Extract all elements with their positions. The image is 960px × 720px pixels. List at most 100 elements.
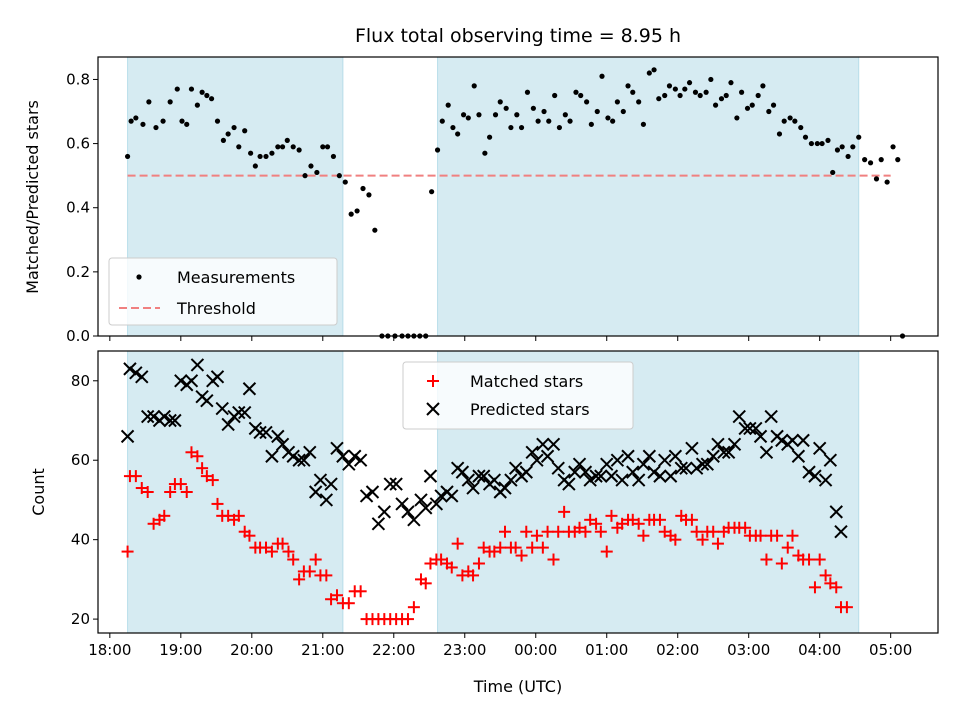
matched-stars-point [320, 569, 333, 582]
predicted-stars-point [445, 489, 459, 503]
predicted-stars-point [578, 465, 593, 479]
matched-stars-point [600, 545, 613, 558]
predicted-stars-point [583, 473, 597, 487]
matched-stars-point [594, 525, 607, 538]
matched-stars-point [813, 553, 826, 566]
matched-stars-point [669, 533, 682, 546]
measurement-point [455, 131, 461, 137]
measurement-point [739, 89, 745, 95]
y-tick-label: 0.2 [66, 263, 90, 281]
matched-stars-point [445, 561, 458, 574]
matched-stars-point [509, 541, 522, 554]
measurement-point [133, 115, 139, 121]
measurement-point [503, 105, 509, 111]
legend-measurements-marker [136, 274, 142, 280]
predicted-stars-point [802, 465, 816, 479]
measurement-point [324, 144, 331, 150]
matched-stars-point [196, 462, 209, 475]
matched-stars-point [158, 509, 171, 522]
measurement-point [263, 153, 269, 160]
matched-stars-point [690, 525, 703, 538]
measurement-point [781, 118, 787, 124]
predicted-stars-point [589, 469, 603, 483]
measurement-point [487, 134, 493, 140]
top-axes-frame [97, 56, 939, 337]
predicted-stars-point [168, 413, 182, 428]
measurement-point [372, 227, 378, 233]
measurement-point [839, 144, 845, 150]
predicted-stars-point [377, 505, 392, 519]
measurement-point [610, 118, 616, 124]
matched-stars-point [696, 533, 709, 546]
predicted-stars-point [120, 429, 135, 444]
measurement-point [336, 173, 342, 179]
predicted-stars-point [785, 433, 800, 448]
matched-stars-point [605, 509, 618, 522]
measurement-point [556, 124, 563, 131]
matched-stars-point [808, 581, 821, 594]
predicted-stars-point [700, 457, 715, 471]
measurement-point [279, 144, 286, 150]
measurement-point [167, 99, 173, 105]
predicted-stars-point [365, 485, 380, 499]
predicted-stars-point [407, 513, 421, 527]
y-tick-label: 0.6 [66, 135, 90, 153]
top-panel: 0.00.20.40.60.8 Matched/Predicted stars … [23, 56, 939, 345]
matched-stars-point [515, 549, 528, 562]
predicted-stars-point [749, 421, 763, 436]
measurement-point [605, 115, 611, 121]
measurement-point [524, 89, 531, 95]
measurement-point [808, 140, 815, 147]
predicted-stars-point [642, 449, 657, 463]
matched-stars-point [536, 541, 549, 554]
measurement-point [208, 96, 215, 102]
predicted-stars-point [663, 469, 678, 483]
measurement-point [308, 163, 314, 169]
measurement-point [302, 173, 308, 179]
measurement-point [760, 83, 766, 89]
measurement-point [348, 211, 354, 217]
matched-stars-point [407, 601, 420, 614]
predicted-stars-point [253, 425, 267, 440]
measurement-point [890, 144, 896, 150]
predicted-stars-point [401, 505, 415, 519]
predicted-stars-point [764, 409, 778, 424]
measurement-point [677, 92, 683, 99]
measurement-point [252, 163, 258, 169]
predicted-stars-point [313, 473, 328, 487]
predicted-stars-point [610, 453, 625, 467]
matched-stars-point [781, 541, 794, 554]
predicted-stars-point [668, 449, 683, 463]
predicted-stars-point [466, 481, 480, 495]
y-tick-label: 60 [71, 451, 90, 469]
predicted-stars-point [330, 441, 344, 456]
measurement-point [546, 118, 552, 124]
measurement-point [476, 112, 482, 118]
predicted-stars-point [123, 362, 137, 376]
predicted-stars-point [738, 421, 752, 436]
measurement-point [194, 102, 200, 108]
matched-stars-point [293, 573, 306, 586]
matched-stars-point [276, 537, 289, 550]
predicted-stars-point [395, 497, 409, 511]
measurement-point [497, 99, 503, 105]
measurement-point [594, 108, 600, 115]
bottom-panel: 20 40 60 80 18:00 19:00 20:00 21:00 22:00 23:00 0… [29, 350, 939, 696]
matched-stars-point [590, 517, 603, 530]
measurement-point [672, 86, 678, 92]
predicted-stars-point [621, 449, 635, 463]
predicted-stars-point [594, 469, 608, 483]
measurement-point [514, 112, 520, 118]
legend-matched-marker [427, 375, 439, 387]
measurement-point [723, 92, 729, 99]
measurement-point [798, 124, 804, 131]
predicted-stars-point [429, 497, 444, 511]
chart-title: Flux total observing time = 8.95 h [355, 25, 681, 47]
measurement-point [220, 137, 227, 143]
matched-stars-point [760, 553, 773, 566]
measurement-point [541, 108, 547, 115]
matched-stars-point [775, 557, 788, 570]
matched-stars-point [401, 613, 414, 626]
measurement-point [439, 118, 445, 124]
predicted-stars-point [508, 461, 523, 475]
